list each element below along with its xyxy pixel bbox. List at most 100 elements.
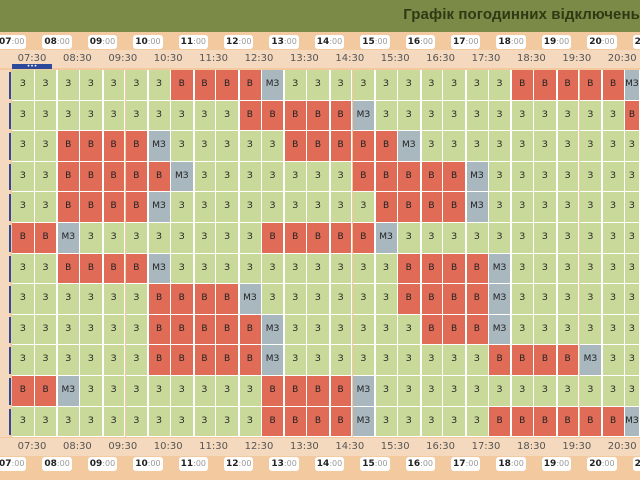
schedule-cell: З <box>170 253 194 285</box>
schedule-cell: З <box>511 284 535 315</box>
bottom-half-hour-label: 20:30 <box>607 441 637 452</box>
schedule-cell: МЗ <box>466 192 489 223</box>
schedule-cell: В <box>148 284 171 315</box>
schedule-cell: З <box>375 376 398 407</box>
current-time-marker: ••• <box>12 64 52 70</box>
top-hour-label: 17:00 <box>451 35 481 49</box>
schedule-cell: В <box>57 131 81 162</box>
schedule-cell: З <box>284 192 308 223</box>
schedule-cell: З <box>556 376 580 407</box>
schedule-cell: З <box>397 376 421 407</box>
schedule-cell: З <box>102 314 126 346</box>
schedule-cell: З <box>397 223 421 254</box>
schedule-cell: З <box>216 161 239 193</box>
schedule-cell: В <box>420 253 444 285</box>
schedule-cell: З <box>624 376 640 407</box>
hour-divider <box>147 70 150 438</box>
schedule-cell: З <box>511 253 535 285</box>
schedule-cell: З <box>148 100 171 132</box>
schedule-cell: З <box>170 406 194 438</box>
schedule-cell: З <box>602 161 625 193</box>
schedule-cell: В <box>556 70 580 101</box>
schedule-cell: З <box>57 284 81 315</box>
schedule-cell: В <box>239 314 262 346</box>
schedule-cell: З <box>624 314 640 346</box>
schedule-cell: З <box>579 314 603 346</box>
schedule-cell: З <box>329 192 353 223</box>
schedule-cell: В <box>352 131 376 162</box>
schedule-cell: МЗ <box>624 406 640 438</box>
schedule-cell: З <box>80 406 103 438</box>
hour-divider <box>510 70 513 438</box>
bottom-hour-label: 14:00 <box>314 457 345 471</box>
top-half-hour-label: 13:30 <box>289 53 319 64</box>
schedule-cell: МЗ <box>397 131 421 162</box>
bottom-hour-label: 09:00 <box>87 457 118 471</box>
schedule-cell: З <box>284 345 308 376</box>
schedule-cell: З <box>579 161 603 193</box>
schedule-cell: В <box>511 70 535 101</box>
row-indicator <box>9 194 11 221</box>
schedule-cell: В <box>102 131 126 162</box>
bottom-half-hour-label: 14:30 <box>335 441 365 452</box>
schedule-cell: В <box>12 223 35 254</box>
schedule-cell: З <box>624 131 640 162</box>
schedule-cell: З <box>352 253 376 285</box>
schedule-cell: З <box>170 131 194 162</box>
schedule-cell: З <box>375 406 398 438</box>
row-indicator <box>9 408 11 436</box>
schedule-cell: З <box>80 223 103 254</box>
schedule-cell: В <box>534 406 557 438</box>
bottom-half-hour-label: 08:30 <box>62 441 92 452</box>
schedule-cell: З <box>534 223 557 254</box>
bottom-hour-label: 08:00 <box>42 457 72 471</box>
schedule-cell: З <box>12 406 35 438</box>
schedule-cell: З <box>534 192 557 223</box>
schedule-cell: В <box>443 253 466 285</box>
schedule-cell: З <box>375 70 398 101</box>
hour-divider <box>283 70 286 438</box>
schedule-cell: В <box>57 161 81 193</box>
row-indicator <box>9 347 11 374</box>
schedule-cell: З <box>375 314 398 346</box>
schedule-cell: З <box>624 223 640 254</box>
schedule-cell: В <box>80 192 103 223</box>
schedule-cell: З <box>239 406 262 438</box>
schedule-cell: З <box>352 314 376 346</box>
schedule-cell: В <box>102 253 126 285</box>
schedule-cell: З <box>216 406 239 438</box>
schedule-cell: В <box>556 406 580 438</box>
schedule-cell: В <box>34 376 58 407</box>
schedule-cell: В <box>466 314 489 346</box>
row-indicator <box>9 72 11 99</box>
schedule-cell: З <box>216 376 239 407</box>
schedule-cell: З <box>193 223 217 254</box>
schedule-cell: В <box>556 345 580 376</box>
schedule-cell: В <box>602 70 625 101</box>
top-half-hour-label: 08:30 <box>62 53 92 64</box>
schedule-cell: З <box>102 223 126 254</box>
schedule-cell: З <box>329 253 353 285</box>
schedule-cell: З <box>624 284 640 315</box>
schedule-cell: МЗ <box>261 314 285 346</box>
bottom-half-hour-label: 15:30 <box>380 441 410 452</box>
schedule-cell: В <box>443 161 466 193</box>
bottom-hour-label: 10:00 <box>133 457 163 471</box>
schedule-cell: З <box>307 70 330 101</box>
bottom-half-hour-label: 12:30 <box>244 441 274 452</box>
schedule-cell: МЗ <box>352 406 376 438</box>
schedule-cell: В <box>284 100 308 132</box>
bottom-hour-label: 20:00 <box>587 457 617 471</box>
schedule-cell: З <box>12 161 35 193</box>
schedule-cell: В <box>329 376 353 407</box>
schedule-cell: З <box>329 284 353 315</box>
schedule-cell: З <box>12 131 35 162</box>
hour-divider <box>101 70 104 438</box>
schedule-cell: З <box>307 253 330 285</box>
schedule-cell: В <box>375 161 398 193</box>
schedule-cell: З <box>12 253 35 285</box>
top-hour-label: 11:00 <box>178 35 208 49</box>
schedule-cell: В <box>488 406 512 438</box>
schedule-cell: МЗ <box>488 284 512 315</box>
schedule-cell: З <box>488 223 512 254</box>
